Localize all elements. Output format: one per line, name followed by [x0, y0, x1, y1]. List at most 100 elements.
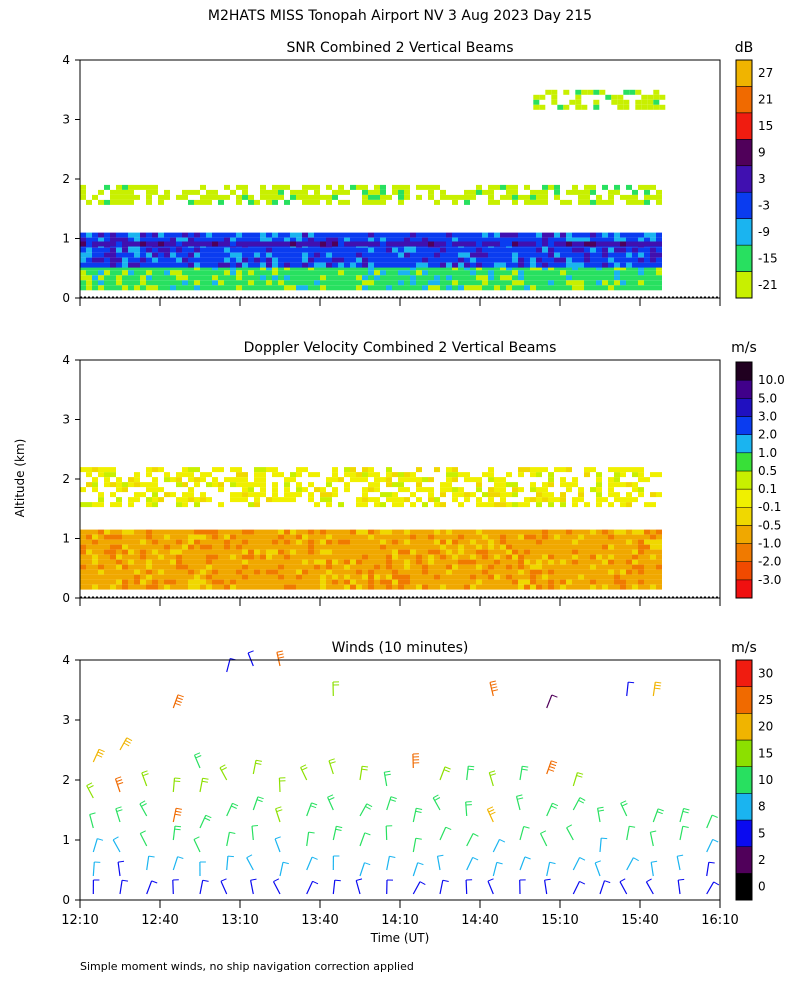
heatmap-cell: [302, 265, 308, 271]
heatmap-cell: [554, 285, 560, 291]
heatmap-cell: [506, 534, 512, 540]
heatmap-cell: [416, 497, 422, 503]
heatmap-cell: [272, 189, 278, 195]
heatmap-cell: [470, 257, 476, 263]
wind-barb-flag: [275, 806, 282, 810]
heatmap-cell: [230, 252, 236, 258]
heatmap-cell: [236, 482, 242, 488]
heatmap-cell: [116, 564, 122, 570]
heatmap-cell: [632, 554, 638, 560]
heatmap-cell: [278, 280, 284, 286]
heatmap-cell: [116, 265, 122, 271]
heatmap-cell: [308, 539, 314, 545]
heatmap-cell: [272, 194, 278, 200]
heatmap-cell: [176, 544, 182, 550]
heatmap-cell: [362, 534, 368, 540]
heatmap-cell: [530, 247, 536, 253]
heatmap-cell: [584, 554, 590, 560]
wind-barb-flag: [548, 768, 555, 772]
heatmap-cell: [140, 544, 146, 550]
heatmap-cell: [608, 539, 614, 545]
wind-barb: [546, 760, 552, 775]
heatmap-cell: [122, 232, 128, 238]
heatmap-cell: [170, 262, 176, 268]
heatmap-cell: [560, 265, 566, 271]
heatmap-cell: [242, 579, 248, 585]
y-tick-label: 3: [62, 413, 70, 427]
heatmap-cell: [380, 502, 386, 508]
heatmap-cell: [164, 569, 170, 575]
heatmap-cell: [500, 564, 506, 570]
heatmap-cell: [632, 559, 638, 565]
heatmap-cell: [296, 194, 302, 200]
heatmap-cell: [488, 574, 494, 580]
heatmap-cell: [260, 472, 266, 478]
heatmap-cell: [284, 539, 290, 545]
heatmap-cell: [557, 104, 564, 110]
heatmap-cell: [536, 529, 542, 535]
heatmap-cell: [488, 492, 494, 498]
heatmap-cell: [422, 579, 428, 585]
heatmap-cell: [635, 99, 642, 105]
heatmap-cell: [182, 467, 188, 473]
heatmap-cell: [284, 477, 290, 483]
heatmap-cell: [110, 569, 116, 575]
heatmap-cell: [284, 564, 290, 570]
heatmap-cell: [584, 472, 590, 478]
heatmap-cell: [146, 241, 152, 247]
heatmap-cell: [344, 257, 350, 263]
heatmap-cell: [482, 584, 488, 590]
panel-2: Doppler Velocity Combined 2 Vertical Bea…: [62, 340, 785, 606]
y-tick-label: 2: [62, 472, 70, 486]
heatmap-cell: [80, 257, 86, 263]
heatmap-cell: [350, 275, 356, 281]
heatmap-cell: [296, 492, 302, 498]
wind-barb: [486, 809, 494, 823]
wind-barb-flag: [126, 737, 133, 742]
heatmap-cell: [488, 184, 494, 190]
heatmap-cell: [593, 104, 600, 110]
heatmap-cell: [314, 529, 320, 535]
heatmap-cell: [92, 257, 98, 263]
heatmap-cell: [164, 574, 170, 580]
heatmap-cell: [584, 569, 590, 575]
heatmap-cell: [596, 270, 602, 276]
heatmap-cell: [296, 529, 302, 535]
heatmap-cell: [176, 529, 182, 535]
heatmap-cell: [434, 257, 440, 263]
heatmap-cell: [500, 247, 506, 253]
heatmap-cell: [314, 247, 320, 253]
heatmap-cell: [164, 554, 170, 560]
heatmap-cell: [374, 199, 380, 205]
heatmap-cell: [368, 237, 374, 243]
heatmap-cell: [542, 189, 548, 195]
heatmap-cell: [530, 539, 536, 545]
heatmap-cell: [416, 534, 422, 540]
heatmap-cell: [272, 237, 278, 243]
heatmap-cell: [362, 472, 368, 478]
heatmap-cell: [116, 241, 122, 247]
wind-barb: [117, 862, 121, 877]
heatmap-cell: [194, 482, 200, 488]
heatmap-cell: [518, 584, 524, 590]
heatmap-cell: [404, 584, 410, 590]
heatmap-cell: [236, 237, 242, 243]
heatmap-cell: [374, 534, 380, 540]
heatmap-cell: [98, 472, 104, 478]
y-tick-label: 1: [62, 232, 70, 246]
heatmap-cell: [623, 99, 630, 105]
heatmap-cell: [128, 497, 134, 503]
heatmap-cell: [98, 502, 104, 508]
heatmap-cell: [368, 584, 374, 590]
wind-barb: [706, 862, 710, 877]
heatmap-cell: [482, 579, 488, 585]
heatmap-cell: [332, 544, 338, 550]
heatmap-cell: [506, 237, 512, 243]
heatmap-cell: [326, 549, 332, 555]
heatmap-cell: [338, 285, 344, 291]
heatmap-cell: [176, 472, 182, 478]
heatmap-cell: [398, 544, 404, 550]
heatmap-cell: [650, 559, 656, 565]
heatmap-cell: [551, 89, 558, 95]
heatmap-cell: [368, 232, 374, 238]
